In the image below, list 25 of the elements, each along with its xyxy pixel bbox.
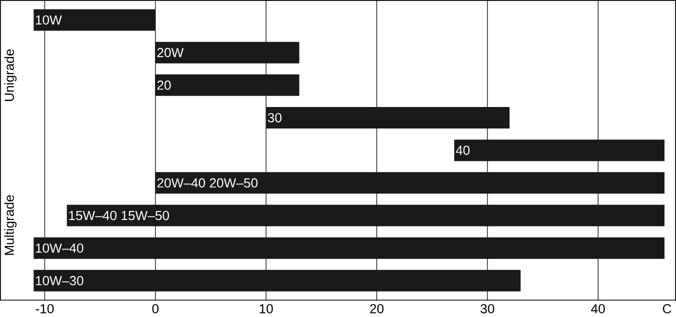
annotation: Multigrade — [4, 195, 17, 255]
x-tick-label: 20 — [370, 304, 384, 314]
bar — [155, 42, 300, 64]
y-tick-label: 20W — [157, 48, 184, 58]
bar — [454, 140, 664, 162]
x-tick-label: 0 — [152, 304, 159, 314]
x-axis-title: C — [662, 304, 672, 314]
bar — [155, 172, 664, 194]
y-tick-label: 15W–40 15W–50 — [69, 210, 170, 220]
y-tick-label: 10W–30 — [36, 276, 84, 286]
bar — [155, 74, 300, 96]
y-tick-label: 10W — [36, 15, 62, 25]
bar — [66, 204, 664, 226]
x-tick-label: 30 — [480, 304, 494, 314]
bar — [34, 270, 521, 292]
annotation: Unigrade — [4, 49, 17, 101]
x-tick-label: 10 — [260, 304, 273, 314]
y-tick-label: 10W–40 — [36, 243, 84, 253]
y-tick-label: 20 — [157, 80, 171, 90]
x-tick-label: 40 — [591, 304, 605, 314]
x-tick-label: -10 — [36, 304, 54, 314]
bar — [34, 237, 664, 259]
bar — [34, 9, 156, 31]
bar — [266, 106, 510, 128]
y-tick-label: 20W–40 20W–50 — [157, 178, 258, 188]
